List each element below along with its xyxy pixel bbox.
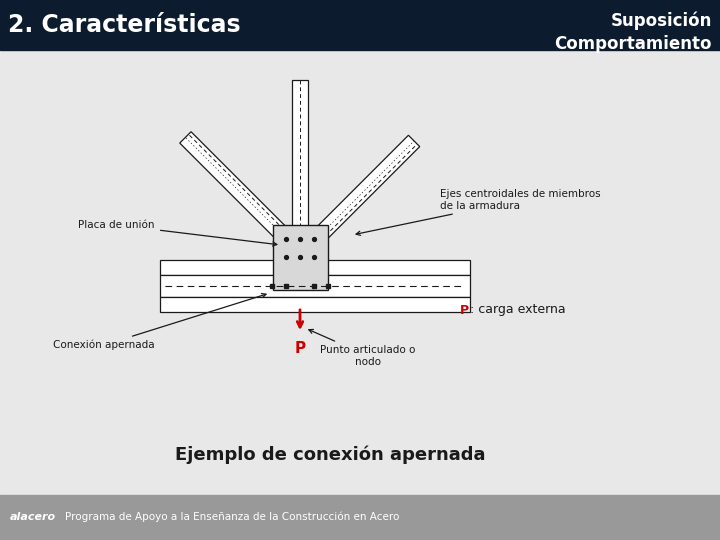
Bar — [0, 0, 720, 50]
Text: P: P — [294, 341, 305, 356]
Text: Punto articulado o
nodo: Punto articulado o nodo — [309, 329, 415, 367]
Polygon shape — [180, 132, 301, 253]
Bar — [160, 260, 470, 275]
Bar — [0, 495, 720, 540]
Bar — [273, 225, 328, 290]
Bar — [160, 297, 470, 312]
Text: 2. Características: 2. Características — [8, 13, 240, 37]
Text: : carga externa: : carga externa — [470, 303, 566, 316]
Text: P: P — [460, 303, 469, 316]
Text: Placa de unión: Placa de unión — [78, 220, 277, 246]
Text: Ejes centroidales de miembros
de la armadura: Ejes centroidales de miembros de la arma… — [356, 189, 600, 235]
Polygon shape — [302, 136, 420, 253]
Text: alacero: alacero — [10, 512, 56, 522]
Text: Programa de Apoyo a la Enseñanza de la Construcción en Acero: Programa de Apoyo a la Enseñanza de la C… — [65, 512, 400, 522]
Bar — [292, 80, 308, 250]
Text: Suposición
Comportamiento: Suposición Comportamiento — [554, 12, 712, 53]
Text: Ejemplo de conexión apernada: Ejemplo de conexión apernada — [175, 446, 485, 464]
Text: Conexión apernada: Conexión apernada — [53, 294, 266, 350]
Bar — [160, 275, 470, 297]
